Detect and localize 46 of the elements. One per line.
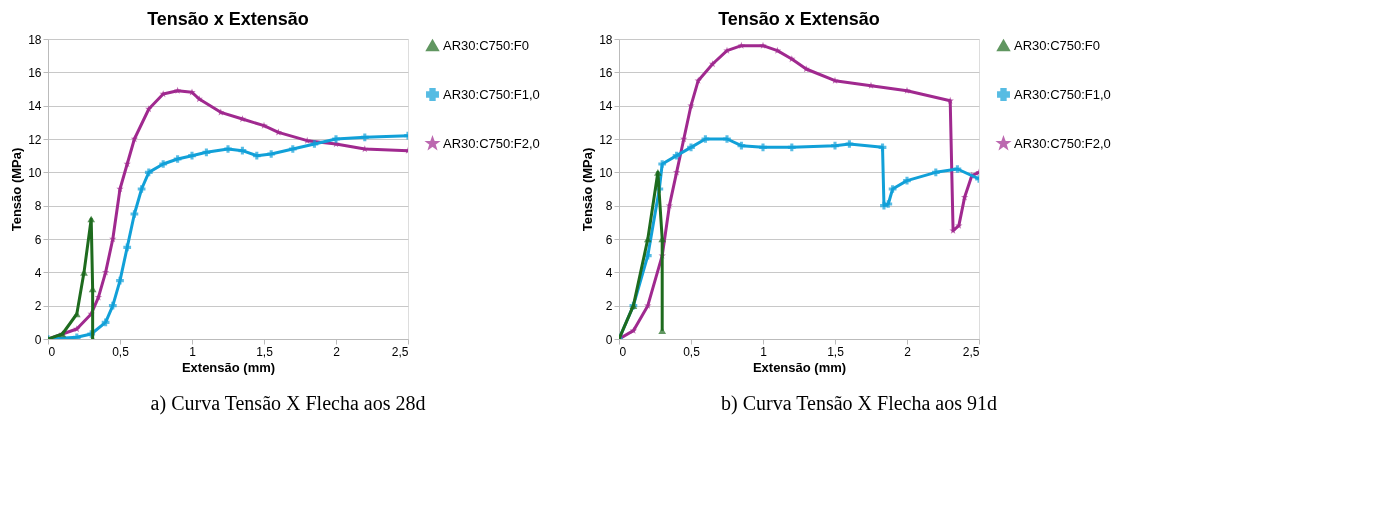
legend-label: AR30:C750:F2,0 xyxy=(1014,135,1111,151)
y-tick-label: 18 xyxy=(28,32,42,47)
y-tick-label: 0 xyxy=(605,332,613,347)
x-tick-label: 2,5 xyxy=(962,344,980,359)
y-tick-label: 8 xyxy=(605,199,613,214)
x-axis-title: Extensão (mm) xyxy=(752,359,847,375)
y-axis-title: Tensão (MPa) xyxy=(9,147,25,232)
y-tick-label: 2 xyxy=(34,299,42,314)
y-tick-label: 6 xyxy=(605,232,613,247)
x-axis-title: Extensão (mm) xyxy=(181,359,276,375)
x-tick-label: 1 xyxy=(189,344,197,359)
legend-label: AR30:C750:F1,0 xyxy=(443,86,540,102)
x-tick-label: 1,5 xyxy=(256,344,274,359)
y-tick-label: 4 xyxy=(605,265,613,280)
y-tick-label: 4 xyxy=(34,265,42,280)
x-tick-label: 1 xyxy=(760,344,768,359)
chart-title: Tensão x Extensão xyxy=(147,9,309,29)
y-tick-label: 14 xyxy=(599,99,613,114)
y-tick-label: 14 xyxy=(28,99,42,114)
y-tick-label: 10 xyxy=(599,165,613,180)
x-tick-label: 1,5 xyxy=(827,344,845,359)
x-tick-label: 0 xyxy=(619,344,627,359)
chart-title: Tensão x Extensão xyxy=(718,9,880,29)
text: b) Curva Tensão X Flecha aos 91d xyxy=(721,392,997,415)
y-tick-label: 18 xyxy=(599,32,613,47)
legend-label: AR30:C750:F1,0 xyxy=(1014,86,1111,102)
y-tick-label: 16 xyxy=(28,65,42,80)
y-tick-label: 6 xyxy=(34,232,42,247)
x-tick-label: 0 xyxy=(48,344,56,359)
x-tick-label: 2 xyxy=(333,344,341,359)
text: a) Curva Tensão X Flecha aos 28d xyxy=(150,392,426,415)
y-tick-label: 12 xyxy=(28,132,42,147)
x-tick-label: 0,5 xyxy=(112,344,130,359)
x-tick-label: 2 xyxy=(904,344,912,359)
legend-label: AR30:C750:F2,0 xyxy=(443,135,540,151)
y-tick-label: 2 xyxy=(605,299,613,314)
y-tick-label: 8 xyxy=(34,199,42,214)
x-tick-label: 0,5 xyxy=(683,344,701,359)
y-tick-label: 10 xyxy=(28,165,42,180)
y-tick-label: 12 xyxy=(599,132,613,147)
legend-label: AR30:C750:F0 xyxy=(1014,37,1100,53)
y-tick-label: 0 xyxy=(34,332,42,347)
y-axis-title: Tensão (MPa) xyxy=(580,147,596,232)
x-tick-label: 2,5 xyxy=(391,344,409,359)
y-tick-label: 16 xyxy=(599,65,613,80)
legend-label: AR30:C750:F0 xyxy=(443,37,529,53)
